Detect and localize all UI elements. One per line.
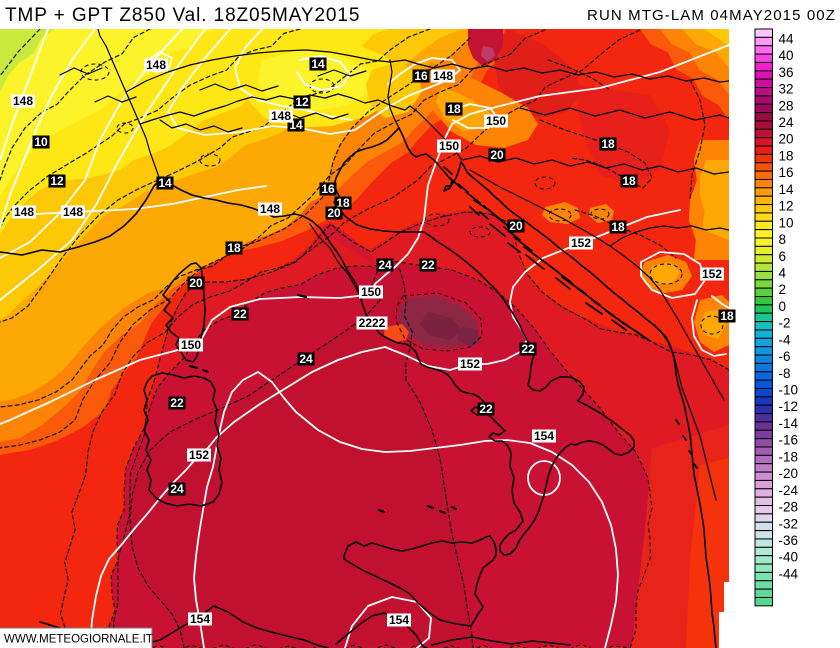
svg-text:24: 24 <box>378 258 392 272</box>
svg-text:150: 150 <box>486 114 506 128</box>
svg-text:18: 18 <box>447 102 461 116</box>
svg-text:-36: -36 <box>779 533 799 548</box>
svg-text:-24: -24 <box>779 483 799 498</box>
svg-text:10: 10 <box>34 135 48 149</box>
svg-text:12: 12 <box>779 199 794 214</box>
svg-text:-14: -14 <box>779 416 799 431</box>
svg-text:20: 20 <box>490 148 504 162</box>
svg-text:148: 148 <box>13 94 33 108</box>
svg-text:14: 14 <box>779 182 795 197</box>
svg-text:16: 16 <box>779 165 794 180</box>
svg-text:WWW.METEOGIORNALE.IT: WWW.METEOGIORNALE.IT <box>4 634 153 646</box>
svg-text:150: 150 <box>439 139 459 153</box>
svg-text:16: 16 <box>321 182 335 196</box>
svg-text:154: 154 <box>389 613 409 627</box>
svg-text:24: 24 <box>779 115 795 130</box>
svg-text:40: 40 <box>779 48 794 63</box>
svg-text:148: 148 <box>271 109 291 123</box>
svg-text:RUN MTG-LAM 04MAY2015 00Z: RUN MTG-LAM 04MAY2015 00Z <box>587 7 836 24</box>
svg-text:18: 18 <box>720 309 734 323</box>
svg-text:154: 154 <box>534 429 554 443</box>
svg-text:20: 20 <box>327 206 341 220</box>
svg-text:36: 36 <box>779 65 794 80</box>
svg-text:154: 154 <box>190 612 210 626</box>
svg-text:14: 14 <box>311 57 325 71</box>
svg-text:18: 18 <box>779 148 794 163</box>
svg-text:148: 148 <box>14 205 34 219</box>
svg-text:-28: -28 <box>779 500 799 515</box>
svg-text:22: 22 <box>479 402 493 416</box>
svg-text:152: 152 <box>189 448 209 462</box>
svg-text:12: 12 <box>50 174 64 188</box>
svg-text:TMP + GPT Z850 Val. 18Z05MAY20: TMP + GPT Z850 Val. 18Z05MAY2015 <box>5 5 360 26</box>
svg-text:18: 18 <box>601 137 615 151</box>
svg-text:148: 148 <box>433 69 453 83</box>
svg-text:150: 150 <box>181 338 201 352</box>
svg-text:-18: -18 <box>779 449 799 464</box>
svg-text:152: 152 <box>571 236 591 250</box>
svg-text:28: 28 <box>779 98 794 113</box>
svg-text:-12: -12 <box>779 399 799 414</box>
svg-text:-4: -4 <box>779 332 791 347</box>
svg-text:22: 22 <box>521 342 535 356</box>
svg-text:-16: -16 <box>779 433 799 448</box>
svg-text:152: 152 <box>702 267 722 281</box>
svg-text:2222: 2222 <box>359 316 386 330</box>
svg-text:4: 4 <box>779 266 787 281</box>
svg-text:16: 16 <box>414 69 428 83</box>
svg-text:24: 24 <box>299 352 313 366</box>
svg-text:12: 12 <box>295 95 309 109</box>
svg-text:8: 8 <box>779 232 787 247</box>
svg-text:0: 0 <box>779 299 787 314</box>
svg-text:-2: -2 <box>779 316 791 331</box>
svg-text:14: 14 <box>158 176 172 190</box>
svg-text:148: 148 <box>63 205 83 219</box>
svg-text:6: 6 <box>779 249 787 264</box>
svg-text:150: 150 <box>361 285 381 299</box>
svg-text:-32: -32 <box>779 516 799 531</box>
svg-text:-6: -6 <box>779 349 791 364</box>
svg-text:-10: -10 <box>779 383 799 398</box>
svg-text:10: 10 <box>779 215 794 230</box>
svg-text:32: 32 <box>779 82 794 97</box>
svg-text:-8: -8 <box>779 366 791 381</box>
svg-text:2: 2 <box>779 282 787 297</box>
svg-text:148: 148 <box>260 202 280 216</box>
svg-text:148: 148 <box>146 58 166 72</box>
svg-text:-20: -20 <box>779 466 799 481</box>
svg-text:24: 24 <box>170 482 184 496</box>
svg-text:18: 18 <box>611 220 625 234</box>
svg-text:22: 22 <box>421 258 435 272</box>
svg-text:22: 22 <box>170 396 184 410</box>
svg-text:18: 18 <box>227 241 241 255</box>
svg-text:-44: -44 <box>779 566 799 581</box>
svg-text:22: 22 <box>233 307 247 321</box>
svg-text:152: 152 <box>460 357 480 371</box>
svg-text:20: 20 <box>779 132 794 147</box>
svg-text:-40: -40 <box>779 550 799 565</box>
svg-text:44: 44 <box>779 31 795 46</box>
svg-text:18: 18 <box>622 174 636 188</box>
svg-text:20: 20 <box>189 276 203 290</box>
svg-text:20: 20 <box>509 219 523 233</box>
